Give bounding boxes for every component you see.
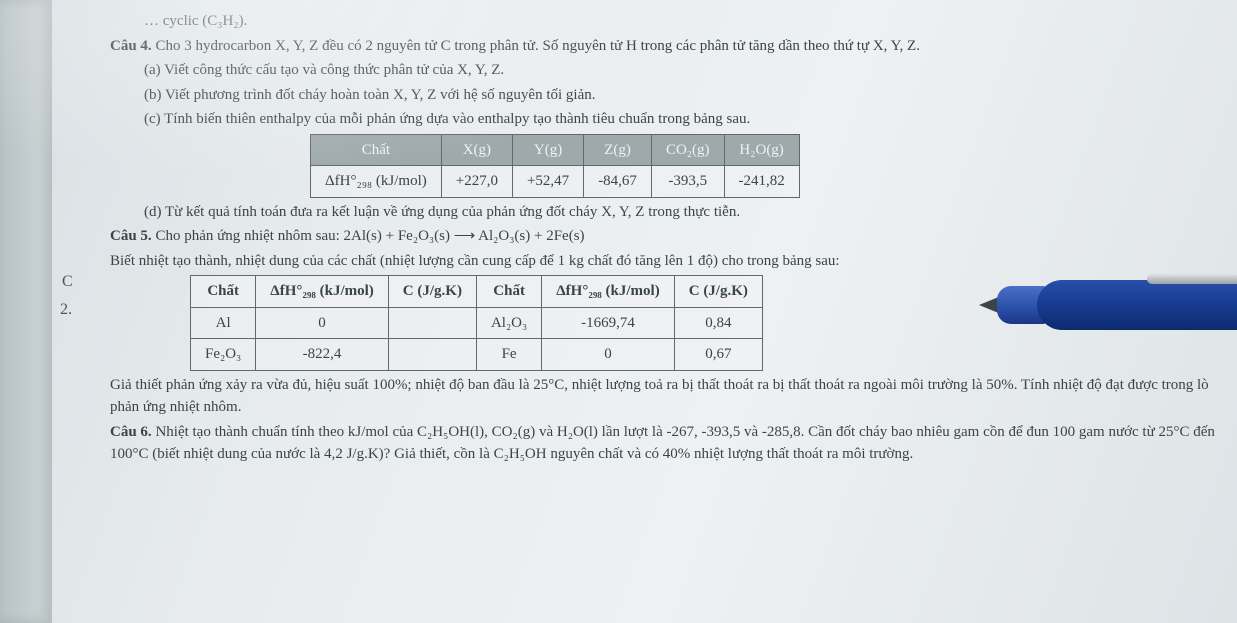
t2-h1: ΔfH°₂₉₈ (kJ/mol) [256,276,388,308]
t1-h2: Y(g) [512,134,583,166]
t1-h4: CO₂(g) [651,134,724,166]
t2-r1c4: 0 [542,339,674,371]
t1-h5: H₂O(g) [724,134,799,166]
page-left-edge [0,0,52,623]
table1-header-row: Chất X(g) Y(g) Z(g) CO₂(g) H₂O(g) [311,134,800,166]
t2-r0c0: Al [191,307,256,339]
t2-r1c3: Fe [476,339,541,371]
t1-c2: -84,67 [584,166,652,198]
t2-r0c2 [388,307,476,339]
q4-d: (d) Từ kết quả tính toán đưa ra kết luận… [110,201,1219,224]
t1-h1: X(g) [441,134,512,166]
t2-h2: C (J/g.K) [388,276,476,308]
margin-mark-2: 2. [60,298,72,322]
t2-r1c0: Fe₂O₃ [191,339,256,371]
t2-h5: C (J/g.K) [674,276,762,308]
t2-h3: Chất [476,276,541,308]
table1-data-row: ΔfH°₂₉₈ (kJ/mol) +227,0 +52,47 -84,67 -3… [311,166,800,198]
q5-title: Câu 5. [110,228,152,244]
margin-mark-c: C [62,270,73,294]
t1-c3: -393,5 [651,166,724,198]
t2-r0c5: 0,84 [674,307,762,339]
table-enthalpy-2: Chất ΔfH°₂₉₈ (kJ/mol) C (J/g.K) Chất ΔfH… [190,275,763,371]
t2-h0: Chất [191,276,256,308]
q4-b: (b) Viết phương trình đốt cháy hoàn toàn… [110,84,1219,107]
q5-line1-wrap: Câu 5. Cho phản ứng nhiệt nhôm sau: 2Al(… [110,225,1219,248]
q4-line: Câu 4. Cho 3 hydrocarbon X, Y, Z đều có … [110,35,1219,58]
pen-grip [997,286,1047,324]
pen-barrel [1037,280,1237,330]
t1-c0: +227,0 [441,166,512,198]
t1-label: ΔfH°₂₉₈ (kJ/mol) [311,166,442,198]
q4-title: Câu 4. [110,38,152,54]
t2-r0c1: 0 [256,307,388,339]
table2-row-2: Fe₂O₃ -822,4 Fe 0 0,67 [191,339,763,371]
q6-text: Nhiệt tạo thành chuẩn tính theo kJ/mol c… [110,424,1215,463]
q4-c: (c) Tính biến thiên enthalpy của mỗi phả… [110,108,1219,131]
top-fragment: … cyclic (C₃H₂). [110,10,1219,33]
t2-r1c2 [388,339,476,371]
t2-r0c4: -1669,74 [542,307,674,339]
table2-header-row: Chất ΔfH°₂₉₈ (kJ/mol) C (J/g.K) Chất ΔfH… [191,276,763,308]
t2-h4: ΔfH°₂₉₈ (kJ/mol) [542,276,674,308]
t2-r1c1: -822,4 [256,339,388,371]
t2-r0c3: Al₂O₃ [476,307,541,339]
t2-r1c5: 0,67 [674,339,762,371]
q5-line1: Cho phản ứng nhiệt nhôm sau: 2Al(s) + Fe… [155,228,584,244]
q5-line2: Biết nhiệt tạo thành, nhiệt dung của các… [110,250,1219,273]
table-enthalpy-1: Chất X(g) Y(g) Z(g) CO₂(g) H₂O(g) ΔfH°₂₉… [310,134,800,198]
table2-row-1: Al 0 Al₂O₃ -1669,74 0,84 [191,307,763,339]
q6-title: Câu 6. [110,424,152,440]
t1-c1: +52,47 [512,166,583,198]
t1-h0: Chất [311,134,442,166]
pen-clip [1147,274,1237,284]
pen-tip [979,296,1001,314]
q4-intro: Cho 3 hydrocarbon X, Y, Z đều có 2 nguyê… [155,38,920,54]
t1-c4: -241,82 [724,166,799,198]
t1-h3: Z(g) [584,134,652,166]
q4-a: (a) Viết công thức cấu tạo và công thức … [110,59,1219,82]
q5-rest: Giả thiết phản ứng xảy ra vừa đủ, hiệu s… [110,374,1219,419]
q6-wrap: Câu 6. Nhiệt tạo thành chuẩn tính theo k… [110,421,1219,466]
